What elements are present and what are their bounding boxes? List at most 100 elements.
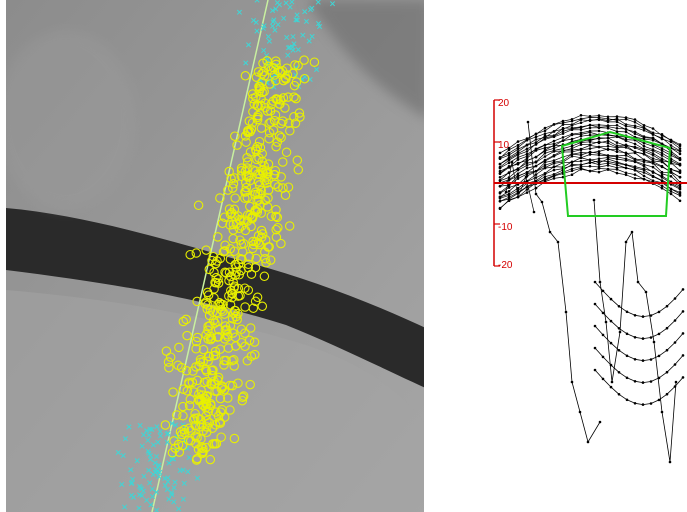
circle-marker (191, 336, 202, 347)
circle-marker (309, 57, 320, 67)
circle-marker (273, 94, 283, 105)
circle-marker (245, 323, 256, 333)
profile-point (615, 141, 619, 144)
circle-marker (242, 127, 253, 138)
circle-marker (253, 169, 263, 179)
cross-marker (287, 44, 293, 50)
profile-point (507, 199, 511, 202)
circle-marker (276, 238, 286, 249)
profile-point (578, 410, 582, 414)
circle-marker (209, 267, 219, 278)
cross-marker (156, 474, 162, 480)
profile-point (669, 168, 673, 171)
profile-point (660, 410, 664, 414)
circle-marker (245, 201, 255, 212)
circle-marker (236, 163, 247, 173)
profile-point (525, 147, 529, 151)
profile-point (548, 230, 552, 234)
profile-point (633, 142, 637, 146)
cross-marker (145, 437, 151, 443)
circle-marker (227, 183, 238, 193)
circle-marker (188, 366, 198, 376)
profile-point (641, 381, 645, 384)
profile-point (516, 177, 520, 180)
circle-marker (163, 357, 174, 367)
profile-point (579, 148, 583, 152)
profile-point (617, 305, 621, 308)
profile-point (633, 146, 637, 150)
profile-point (657, 354, 661, 358)
circle-marker (271, 224, 281, 235)
circle-marker (172, 410, 182, 420)
profile-point (570, 163, 574, 166)
profile-point (633, 130, 637, 134)
circle-marker (253, 195, 264, 205)
circle-marker (270, 110, 281, 120)
circle-marker (217, 218, 228, 229)
circle-marker (255, 200, 265, 210)
circle-marker (274, 131, 285, 141)
profile-point (543, 161, 547, 164)
profile-point (543, 175, 547, 178)
circle-marker (284, 118, 294, 128)
profile-point (507, 184, 511, 187)
circle-marker (203, 290, 214, 300)
circle-marker (208, 365, 218, 375)
profile-point (579, 141, 583, 144)
cross-marker (166, 460, 172, 466)
profile-point (588, 164, 592, 168)
profile-point (606, 115, 610, 119)
circle-marker (260, 235, 271, 245)
circle-marker (245, 379, 255, 390)
profile-point (651, 138, 655, 142)
cross-marker (317, 23, 323, 30)
profile-point (525, 152, 529, 156)
circle-marker (205, 331, 215, 341)
circle-marker (262, 56, 272, 66)
circle-marker (211, 272, 221, 283)
profile-point (507, 186, 511, 189)
circle-marker (219, 360, 229, 370)
profile-point (597, 118, 601, 122)
circle-marker (269, 169, 279, 180)
cross-marker (289, 0, 295, 5)
profile-point (660, 133, 664, 136)
profile-point (561, 129, 565, 133)
profile-point (552, 174, 556, 178)
profile-point (525, 172, 529, 176)
profile-point (665, 392, 669, 396)
profile-point (507, 153, 511, 157)
cross-marker (139, 492, 145, 499)
circle-marker (271, 59, 281, 70)
cross-marker (165, 475, 171, 481)
profile-point (633, 166, 637, 170)
cross-marker (194, 475, 200, 481)
profile-point (597, 145, 601, 149)
profile-point (534, 132, 538, 136)
profile-point (657, 310, 661, 314)
profile-point (604, 320, 608, 324)
profile-point (678, 194, 682, 197)
profile-point (681, 376, 685, 379)
profile-point (660, 154, 664, 157)
circle-marker (213, 274, 223, 284)
cross-marker (270, 7, 276, 14)
profile-point (649, 336, 653, 339)
profile-point (657, 376, 661, 380)
circle-marker (192, 433, 202, 443)
cross-marker (186, 454, 192, 461)
cross-marker (302, 9, 308, 15)
circle-marker (208, 350, 219, 361)
profile-point (516, 150, 520, 154)
cross-marker (147, 426, 153, 432)
circle-marker (278, 116, 288, 126)
profile-point (624, 144, 628, 147)
cross-marker (307, 7, 314, 13)
circle-marker (283, 92, 293, 102)
circle-marker (247, 243, 258, 254)
cross-marker (148, 502, 154, 508)
profile-point (534, 164, 538, 168)
profile-point (673, 385, 677, 388)
cross-marker (243, 60, 249, 66)
cross-marker (122, 436, 129, 442)
